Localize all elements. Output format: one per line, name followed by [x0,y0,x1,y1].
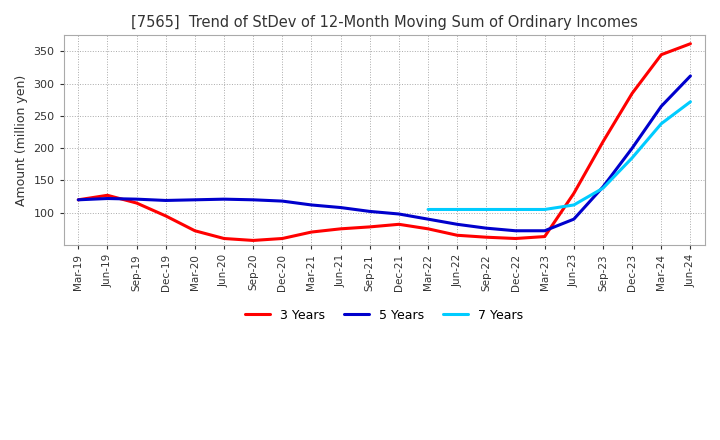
5 Years [424,216,433,222]
5 Years [686,73,695,79]
3 Years [249,238,258,243]
5 Years [336,205,345,210]
5 Years [511,228,520,233]
3 Years [278,236,287,241]
7 Years [511,207,520,212]
3 Years [540,234,549,239]
3 Years [628,91,636,96]
3 Years [686,41,695,46]
5 Years [657,104,665,109]
5 Years [249,197,258,202]
3 Years [511,236,520,241]
5 Years [220,197,228,202]
7 Years [453,207,462,212]
5 Years [570,216,578,222]
3 Years [366,224,374,230]
7 Years [482,207,491,212]
3 Years [570,191,578,196]
5 Years [191,197,199,202]
5 Years [395,211,403,216]
7 Years [424,207,433,212]
5 Years [132,197,141,202]
3 Years [395,222,403,227]
5 Years [307,202,316,208]
3 Years [453,233,462,238]
Title: [7565]  Trend of StDev of 12-Month Moving Sum of Ordinary Incomes: [7565] Trend of StDev of 12-Month Moving… [131,15,638,30]
3 Years [191,228,199,233]
3 Years [657,52,665,57]
7 Years [540,207,549,212]
3 Years [482,235,491,240]
3 Years [132,200,141,205]
3 Years [307,229,316,235]
3 Years [103,193,112,198]
5 Years [598,184,607,190]
Legend: 3 Years, 5 Years, 7 Years: 3 Years, 5 Years, 7 Years [240,304,528,327]
5 Years [482,226,491,231]
7 Years [628,155,636,161]
Line: 5 Years: 5 Years [78,76,690,231]
7 Years [598,186,607,191]
3 Years [424,226,433,231]
3 Years [161,213,170,219]
5 Years [103,196,112,201]
5 Years [453,222,462,227]
5 Years [278,198,287,204]
Line: 7 Years: 7 Years [428,102,690,209]
3 Years [74,197,83,202]
5 Years [161,198,170,203]
3 Years [598,139,607,144]
5 Years [74,197,83,202]
Line: 3 Years: 3 Years [78,44,690,240]
3 Years [336,226,345,231]
7 Years [686,99,695,104]
Y-axis label: Amount (million yen): Amount (million yen) [15,74,28,206]
3 Years [220,236,228,241]
5 Years [540,228,549,233]
5 Years [628,146,636,151]
7 Years [570,202,578,208]
5 Years [366,209,374,214]
7 Years [657,121,665,126]
